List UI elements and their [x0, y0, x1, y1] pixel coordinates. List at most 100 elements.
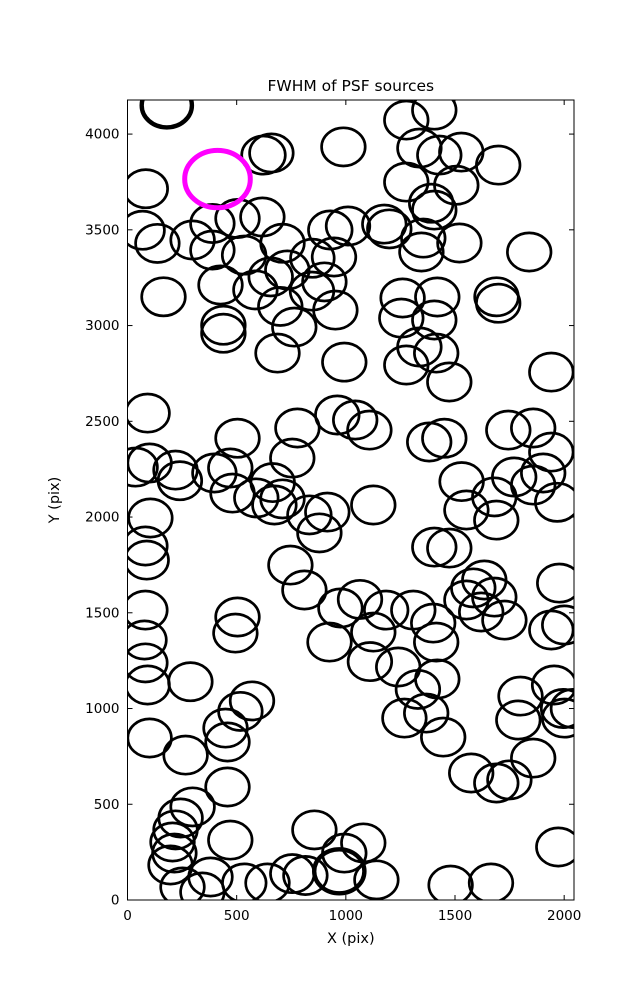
psf-source-circle	[530, 664, 574, 706]
psf-source-circle	[304, 491, 351, 533]
psf-circles-layer	[127, 100, 574, 900]
psf-source-circle	[506, 231, 553, 273]
psf-source-circle	[310, 236, 358, 278]
psf-source-circle	[127, 642, 169, 684]
x-tick-label: 500	[224, 908, 250, 924]
y-tick-label: 500	[94, 797, 120, 813]
psf-source-circle	[127, 589, 169, 631]
psf-source-circle	[200, 304, 247, 346]
psf-source-circle	[204, 721, 251, 763]
psf-source-circle	[332, 399, 379, 441]
psf-source-circle	[549, 688, 574, 729]
psf-source-circle	[443, 489, 490, 531]
psf-source-circle	[485, 409, 532, 451]
psf-source-circle	[267, 544, 314, 586]
psf-source-circle	[528, 351, 574, 393]
psf-source-circle	[244, 862, 291, 900]
y-axis-label: Y (pix)	[47, 477, 63, 525]
axes-layer: 0 500 1000 1500 2000 0 500 1000 1500 2000 2500 3000…	[85, 99, 581, 924]
psf-source-circle	[413, 332, 460, 374]
psf-source-circle	[209, 472, 256, 514]
psf-source-circle	[366, 208, 413, 250]
psf-source-circle	[403, 692, 450, 734]
x-tick-label: 0	[123, 908, 132, 924]
psf-source-circle	[421, 417, 468, 459]
psf-source-circle	[127, 392, 171, 434]
psf-source-circle-thick	[311, 847, 367, 896]
psf-source-circle	[207, 819, 254, 861]
psf-source-circle	[427, 864, 474, 900]
psf-source-circle	[312, 289, 359, 331]
psf-source-circle	[350, 611, 397, 653]
psf-source-circle	[314, 394, 361, 436]
psf-source-circle	[495, 699, 542, 741]
psf-source-circle	[127, 525, 169, 567]
psf-source-circle	[379, 277, 426, 319]
psf-source-circle-thick	[139, 100, 195, 130]
psf-source-circle	[400, 217, 447, 259]
psf-source-circle	[233, 477, 280, 519]
plot-frame	[127, 99, 575, 901]
psf-source-circle	[458, 591, 505, 633]
psf-source-circle	[291, 809, 338, 851]
psf-source-circle	[420, 716, 467, 758]
psf-source-circle	[149, 821, 196, 863]
psf-source-circle	[306, 621, 353, 663]
psf-source-circle	[346, 409, 393, 451]
psf-source-circle	[381, 697, 428, 739]
psf-source-circle	[189, 229, 236, 271]
psf-source-circle	[127, 539, 170, 581]
psf-source-circle	[157, 797, 204, 839]
psf-source-circle	[353, 859, 400, 900]
psf-source-circle	[248, 132, 295, 174]
psf-source-circle	[438, 461, 485, 503]
psf-source-circle	[383, 344, 430, 386]
psf-source-circle	[535, 826, 574, 868]
psf-source-circle	[510, 407, 557, 449]
y-tick-label: 1500	[85, 605, 119, 621]
psf-source-circle	[467, 862, 515, 900]
psf-source-circle	[214, 596, 261, 638]
psf-source-circle	[361, 203, 408, 245]
psf-source-circle	[127, 209, 166, 251]
psf-source-circle	[239, 196, 286, 238]
y-tick-label: 2000	[85, 510, 119, 526]
psf-source-circle	[217, 690, 264, 732]
psf-source-circle	[534, 481, 574, 523]
psf-source-circle	[212, 612, 259, 654]
x-tick-label: 1000	[329, 908, 363, 924]
psf-source-circle	[254, 332, 301, 374]
psf-source-circle	[481, 599, 528, 641]
psf-source-circle	[436, 222, 483, 264]
psf-source-circle	[281, 569, 328, 611]
psf-source-circle	[475, 282, 522, 324]
psf-source-circle	[383, 161, 430, 203]
psf-source-circle	[406, 421, 453, 463]
psf-source-circle	[202, 707, 249, 749]
psf-source-circle	[320, 126, 367, 168]
psf-source-circle	[127, 497, 174, 539]
psf-source-circle	[169, 786, 216, 828]
psf-source-circle	[411, 526, 458, 568]
psf-source-circle	[204, 766, 251, 808]
psf-source-circle	[510, 737, 557, 779]
psf-source-circle	[321, 341, 368, 383]
y-tick-label: 3500	[85, 222, 119, 238]
psf-source-circle	[167, 661, 214, 703]
psf-source-circle	[346, 641, 394, 683]
psf-source-circle	[127, 168, 169, 210]
psf-source-circle	[140, 276, 187, 318]
psf-source-circle	[127, 442, 173, 484]
psf-source-circle	[471, 476, 518, 518]
psf-source-circle	[350, 484, 397, 526]
psf-source-circle	[152, 809, 199, 851]
psf-source-circle	[324, 205, 372, 247]
y-tick-label: 2500	[85, 414, 119, 430]
psf-source-circle	[296, 512, 343, 554]
psf-source-circle	[271, 306, 318, 348]
psf-source-circle	[127, 664, 171, 706]
psf-source-circle	[426, 527, 473, 569]
psf-source-circle	[443, 579, 490, 621]
psf-source-circle	[383, 100, 430, 141]
